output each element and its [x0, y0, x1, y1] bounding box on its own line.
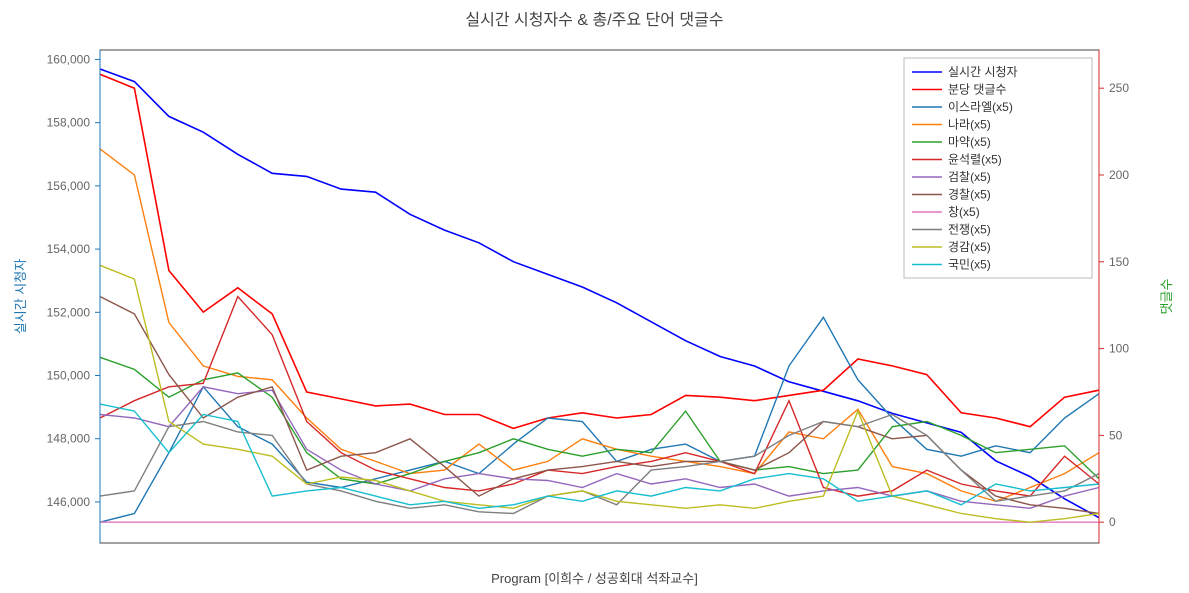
y-left-tick-label: 148,000: [47, 432, 91, 446]
y-left-axis-label: 실시간 시청자: [13, 259, 28, 334]
chart-svg: 실시간 시청자수 & 총/주요 단어 댓글수 Program [이희수 / 성공회…: [0, 0, 1189, 593]
y-left-tick-label: 160,000: [47, 52, 91, 66]
x-axis-label: Program [이희수 / 성공회대 석좌교수]: [491, 571, 698, 586]
y-left-tick-label: 158,000: [47, 116, 91, 130]
legend-label: 분당 댓글수: [948, 83, 1007, 97]
y-left-tick-label: 150,000: [47, 369, 91, 383]
y-left-tick-label: 156,000: [47, 179, 91, 193]
legend-label: 경찰(x5): [948, 188, 991, 202]
y-left-tick-label: 146,000: [47, 495, 91, 509]
y-right-tick-label: 50: [1109, 428, 1123, 442]
chart-title: 실시간 시청자수 & 총/주요 단어 댓글수: [465, 11, 723, 29]
y-right-tick-label: 100: [1109, 342, 1129, 356]
y-right-tick-label: 150: [1109, 255, 1129, 269]
legend-label: 윤석렬(x5): [948, 153, 1002, 167]
legend-label: 실시간 시청자: [948, 65, 1018, 79]
y-left-tick-label: 152,000: [47, 305, 91, 319]
chart-container: 실시간 시청자수 & 총/주요 단어 댓글수 Program [이희수 / 성공회…: [0, 0, 1189, 593]
legend-label: 국민(x5): [948, 258, 991, 272]
legend-label: 마약(x5): [948, 134, 991, 149]
legend-label: 나라(x5): [948, 118, 991, 132]
y-right-inner-axis-label: 댓글수: [1159, 279, 1174, 315]
y-right-tick-label: 200: [1109, 168, 1129, 182]
legend-label: 검찰(x5): [948, 170, 991, 184]
y-right-tick-label: 250: [1109, 81, 1129, 95]
legend-label: 창(x5): [948, 205, 980, 219]
legend-label: 이스라엘(x5): [948, 100, 1013, 114]
legend-label: 경감(x5): [948, 240, 991, 254]
y-right-tick-label: 0: [1109, 515, 1116, 529]
y-left-tick-label: 154,000: [47, 242, 91, 256]
legend-label: 전쟁(x5): [948, 223, 991, 237]
